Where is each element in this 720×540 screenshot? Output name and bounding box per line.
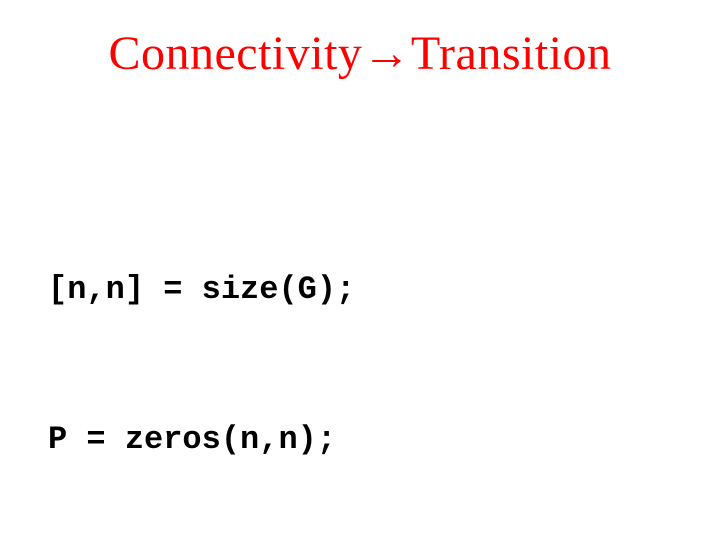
slide-title: Connectivity→ Transition (0, 22, 720, 81)
title-part1: Connectivity (108, 26, 362, 81)
title-part2: Transition (411, 26, 612, 81)
arrow-icon: → (362, 26, 411, 81)
code-block: [n,n] = size(G); P = zeros(n,n); for j=1… (48, 165, 643, 540)
code-line: [n,n] = size(G); (48, 265, 643, 315)
code-line: P = zeros(n,n); (48, 415, 643, 465)
slide: Connectivity→ Transition [n,n] = size(G)… (0, 0, 720, 540)
